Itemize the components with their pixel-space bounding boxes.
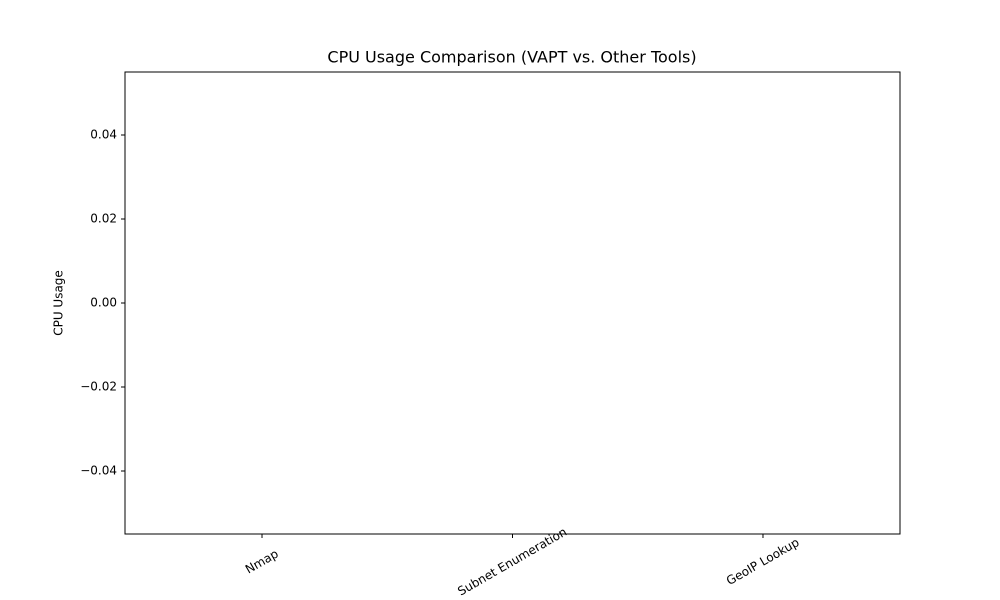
y-axis-label: CPU Usage	[52, 270, 66, 336]
y-tick-label: 0.02	[90, 212, 117, 226]
plot-frame	[124, 71, 901, 535]
y-tick-label: 0.04	[90, 128, 117, 142]
y-tick-label: 0.00	[90, 296, 117, 310]
y-tick-label: −0.04	[80, 464, 117, 478]
chart-title: CPU Usage Comparison (VAPT vs. Other Too…	[327, 48, 696, 67]
y-tick-label: −0.02	[80, 380, 117, 394]
